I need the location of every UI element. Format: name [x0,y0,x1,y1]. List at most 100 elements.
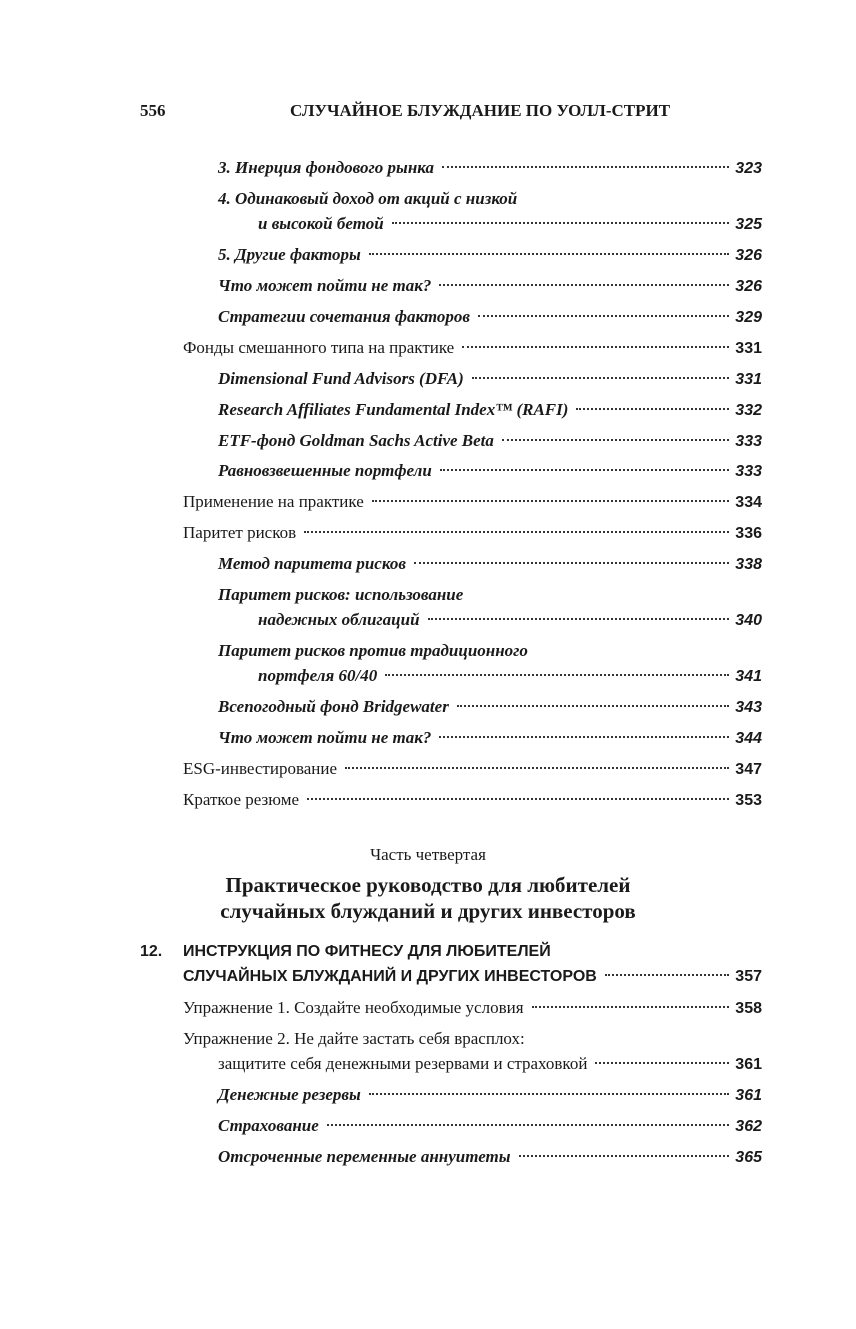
dot-leader [304,531,730,533]
dot-leader [368,253,730,255]
dot-leader [478,315,730,317]
toc-entry-title: Страхование [218,1116,319,1135]
toc-entry-title: Стратегии сочетания факторов [218,307,470,326]
toc-page: 333 [735,463,762,480]
part-title-line1: Практическое руководство для любителей [225,873,631,897]
toc-entry-title: Упражнение 2. Не дайте застать себя врас… [183,1029,525,1048]
toc-page: 333 [735,433,762,450]
toc-page: 341 [735,668,762,685]
toc-entry[interactable]: 5. Другие факторы 326 [218,243,762,267]
toc-entry[interactable]: Всепогодный фонд Bridgewater 343 [218,695,762,719]
toc-page: 340 [735,612,762,629]
toc-entry-title: 3. Инерция фондового рынка [218,158,434,177]
toc-page: 323 [735,160,762,177]
toc-entry-title: Паритет рисков: использование [218,585,464,604]
toc-page: 336 [735,525,762,542]
toc-page: 353 [735,792,762,809]
toc-entry-title: Денежные резервы [218,1085,361,1104]
chapter-number: 12. [140,943,163,960]
dot-leader [456,705,730,707]
dot-leader [307,798,730,800]
toc-page: 361 [735,1087,762,1104]
toc-entry[interactable]: Dimensional Fund Advisors (DFA) 331 [218,367,762,391]
toc-entry[interactable]: Фонды смешанного типа на практике 331 [183,336,762,360]
toc-entry[interactable]: защитите себя денежными резервами и стра… [218,1052,762,1076]
toc-entry-title-cont: и высокой бетой [258,214,384,233]
dot-leader [442,166,730,168]
dot-leader [604,974,730,976]
toc-entry[interactable]: Денежные резервы 361 [218,1083,762,1107]
part-title-line2: случайных блужданий и других инвесторов [220,899,636,923]
page-number: 556 [140,101,166,120]
toc-entry[interactable]: Применение на практике 334 [183,490,762,514]
toc-entry-title: Dimensional Fund Advisors (DFA) [218,369,464,388]
toc-page: 361 [735,1056,762,1073]
toc-entry-title: Research Affiliates Fundamental Index™ (… [218,400,569,419]
toc-entry-title: Метод паритета рисков [218,554,406,573]
toc-entry-title: ETF-фонд Goldman Sachs Active Beta [218,431,494,450]
dot-leader [462,346,730,348]
toc-entry-title: Паритет рисков против традиционного [218,641,528,660]
toc-page: 325 [735,216,762,233]
dot-leader [576,408,730,410]
toc-entry-title: Паритет рисков [183,523,297,542]
toc-page: 347 [735,761,762,778]
toc-entry[interactable]: Research Affiliates Fundamental Index™ (… [218,398,762,422]
toc-entry[interactable]: Краткое резюме 353 [183,788,762,812]
toc-entry-title: ESG-инвестирование [183,759,338,778]
toc-page: 329 [735,309,762,326]
dot-leader [471,377,730,379]
toc-page: 362 [735,1118,762,1135]
dot-leader [385,674,730,676]
dot-leader [439,736,730,738]
dot-leader [368,1093,730,1095]
toc-entry-title: Что может пойти не так? [218,728,432,747]
toc-entry[interactable]: надежных облигаций 340 [258,608,762,632]
toc-entry[interactable]: ESG-инвестирование 347 [183,757,762,781]
toc-entry[interactable]: Страхование 362 [218,1114,762,1138]
toc-entry[interactable]: Стратегии сочетания факторов 329 [218,305,762,329]
toc-entry[interactable]: Паритет рисков 336 [183,521,762,545]
toc-page: 344 [735,730,762,747]
toc-entry-title-cont: надежных облигаций [258,610,420,629]
toc-entry-title: Равновзвешенные портфели [218,461,432,480]
running-title: СЛУЧАЙНОЕ БЛУЖДАНИЕ ПО УОЛЛ-СТРИТ [290,101,671,120]
toc-entry[interactable]: и высокой бетой 325 [258,212,762,236]
toc-entry-title: Всепогодный фонд Bridgewater [218,697,449,716]
toc-page: 338 [735,556,762,573]
dot-leader [427,618,730,620]
toc-entry[interactable]: ETF-фонд Goldman Sachs Active Beta 333 [218,429,762,453]
toc-page: 358 [735,1000,762,1017]
toc-entry-title: Что может пойти не так? [218,276,432,295]
chapter-entry[interactable]: СЛУЧАЙНЫХ БЛУЖДАНИЙ И ДРУГИХ ИНВЕСТОРОВ 3… [183,965,762,989]
toc-entry[interactable]: Равновзвешенные портфели 333 [218,459,762,483]
toc-page: 357 [735,968,762,985]
dot-leader [345,767,730,769]
toc-entry-title-cont: портфеля 60/40 [258,666,378,685]
toc-entry-title: Применение на практике [183,492,364,511]
dot-leader [501,439,730,441]
dot-leader [518,1155,730,1157]
dot-leader [595,1062,730,1064]
toc-page: 332 [735,402,762,419]
chapter-title: ИНСТРУКЦИЯ ПО ФИТНЕСУ ДЛЯ ЛЮБИТЕЛЕЙ [183,943,551,960]
toc-entry[interactable]: Метод паритета рисков 338 [218,552,762,576]
toc-entry[interactable]: Отсроченные переменные аннуитеты 365 [218,1145,762,1169]
toc-entry[interactable]: Что может пойти не так? 326 [218,274,762,298]
toc-entry[interactable]: Что может пойти не так? 344 [218,726,762,750]
dot-leader [371,500,730,502]
toc-entry-title: 5. Другие факторы [218,245,361,264]
chapter-title-cont: СЛУЧАЙНЫХ БЛУЖДАНИЙ И ДРУГИХ ИНВЕСТОРОВ [183,968,597,985]
toc-entry-title: Краткое резюме [183,790,300,809]
toc-entry[interactable]: Упражнение 1. Создайте необходимые услов… [183,996,762,1020]
toc-entry-title: Упражнение 1. Создайте необходимые услов… [183,998,524,1017]
part-label: Часть четвертая [370,845,486,864]
toc-entry[interactable]: 3. Инерция фондового рынка 323 [218,156,762,180]
dot-leader [391,222,730,224]
toc-page: 331 [735,340,762,357]
toc-entry-title: Отсроченные переменные аннуитеты [218,1147,511,1166]
toc-page: 331 [735,371,762,388]
toc-entry[interactable]: портфеля 60/40 341 [258,664,762,688]
toc-page: 343 [735,699,762,716]
dot-leader [413,562,730,564]
